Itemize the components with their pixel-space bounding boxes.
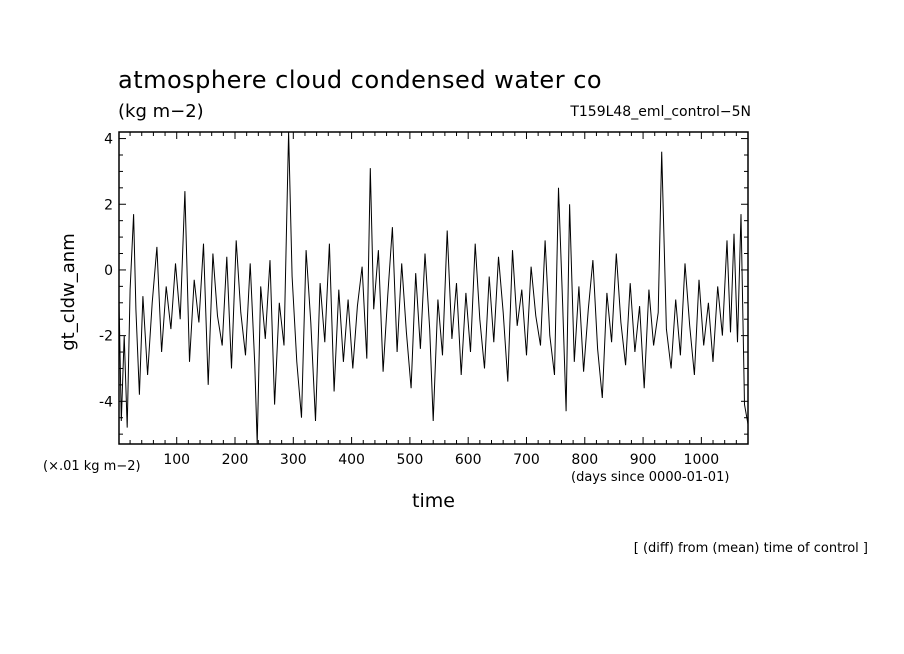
x-tick-label: 1000 xyxy=(684,452,720,468)
y-tick-label: -2 xyxy=(99,329,113,345)
run-name: T159L48_eml_control−5N xyxy=(570,104,751,120)
tick-labels: 100 200 300 400 500 600 700 800 900 1000 -4 -2 0 2 4 xyxy=(99,132,719,468)
x-tick-label: 400 xyxy=(338,452,365,468)
axis-ticks xyxy=(119,132,748,444)
x-unit-note: (days since 0000-01-01) xyxy=(571,470,730,485)
x-axis-label: time xyxy=(412,490,455,512)
footnote: [ (diff) from (mean) time of control ] xyxy=(633,541,868,556)
series-line xyxy=(118,131,749,445)
x-tick-label: 900 xyxy=(630,452,657,468)
plot-frame xyxy=(118,131,749,445)
x-tick-label: 500 xyxy=(397,452,424,468)
y-scale-note: (×.01 kg m−2) xyxy=(43,459,141,474)
y-tick-label: 0 xyxy=(104,263,113,279)
x-tick-label: 800 xyxy=(571,452,598,468)
x-tick-label: 600 xyxy=(455,452,482,468)
y-tick-label: -4 xyxy=(99,394,113,410)
y-tick-label: 4 xyxy=(104,132,113,148)
y-tick-label: 2 xyxy=(104,197,113,213)
x-tick-label: 100 xyxy=(163,452,190,468)
x-tick-label: 200 xyxy=(222,452,249,468)
x-tick-label: 300 xyxy=(280,452,307,468)
chart-units: (kg m−2) xyxy=(118,101,204,122)
x-tick-label: 700 xyxy=(513,452,540,468)
chart-title: atmosphere cloud condensed water co xyxy=(118,66,603,94)
